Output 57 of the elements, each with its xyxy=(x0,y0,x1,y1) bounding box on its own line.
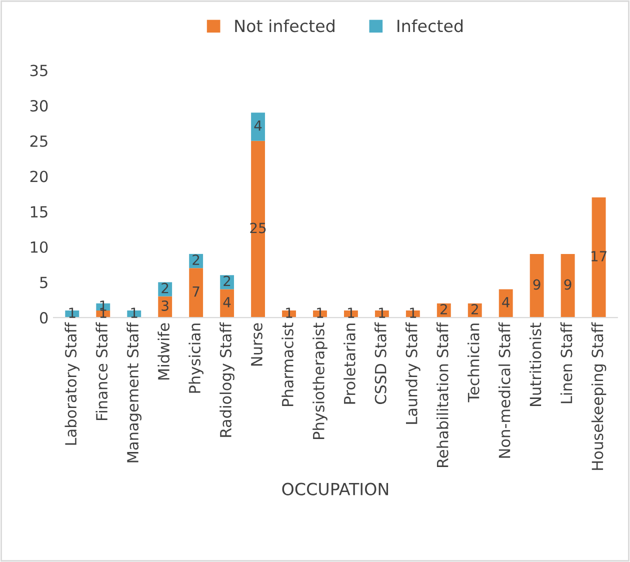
x-tick-label: Midwife xyxy=(158,323,170,380)
data-label: 2 xyxy=(192,254,200,265)
x-tick-label: Pharmacist xyxy=(282,322,294,406)
bar xyxy=(158,282,172,296)
data-label: 4 xyxy=(254,120,262,131)
data-label: 4 xyxy=(223,297,231,308)
data-label: 1 xyxy=(410,308,416,318)
data-label: 1 xyxy=(286,308,292,318)
data-label: 2 xyxy=(440,304,447,314)
bar xyxy=(251,112,265,141)
data-label: 1 xyxy=(69,308,76,318)
x-tick-label: Laundry Staff xyxy=(406,322,420,424)
legend-label: Not infected xyxy=(235,19,334,32)
x-axis-title: OCCUPATION xyxy=(282,482,388,496)
y-tick-label: 0 xyxy=(40,312,48,324)
y-tick-label: 5 xyxy=(40,276,48,288)
y-tick-label: 25 xyxy=(30,135,48,147)
bar xyxy=(220,289,234,318)
x-tick-label: Radiology Staff xyxy=(220,322,234,437)
data-label: 1 xyxy=(317,308,324,318)
y-tick-label: 20 xyxy=(30,170,48,182)
bar xyxy=(592,197,606,318)
x-tick-label: Linen Staff xyxy=(560,322,572,404)
x-tick-label: CSSD Staff xyxy=(374,322,386,404)
x-tick-label: Technician xyxy=(467,324,480,402)
y-tick-label: 15 xyxy=(30,206,48,218)
bar xyxy=(560,254,575,318)
bar xyxy=(189,268,204,318)
x-tick-label: Housekeeping Staff xyxy=(591,322,606,470)
data-label: 9 xyxy=(533,279,540,290)
data-label: 1 xyxy=(131,308,138,318)
legend-label: Infected xyxy=(398,19,463,32)
x-tick-label: Physiotherapist xyxy=(312,322,328,439)
bar xyxy=(498,289,513,318)
data-label: 4 xyxy=(502,297,510,308)
data-label: 7 xyxy=(192,286,200,297)
data-label: 2 xyxy=(162,282,168,294)
y-tick-label: 35 xyxy=(30,64,48,76)
bar xyxy=(251,140,265,318)
bar xyxy=(530,254,544,318)
x-tick-label: Nurse xyxy=(251,323,262,366)
x-tick-label: Rehabilitation Staff xyxy=(436,322,448,467)
y-tick-label: 30 xyxy=(30,100,48,112)
x-tick-label: Physician xyxy=(188,324,204,393)
x-tick-label: Laboratory Staff xyxy=(64,322,80,445)
data-label: 2 xyxy=(471,304,478,314)
data-label: 1 xyxy=(348,308,354,318)
data-label: 1 xyxy=(379,308,386,318)
data-label: 9 xyxy=(564,279,572,290)
x-tick-label: Non-medical Staff xyxy=(498,322,510,458)
x-tick-label: Nutritionist xyxy=(529,322,542,406)
x-tick-label: Management Staff xyxy=(126,322,142,462)
y-tick-label: 10 xyxy=(30,241,48,253)
data-label: 2 xyxy=(224,276,230,286)
data-label: 3 xyxy=(162,300,168,311)
x-tick-label: Proletarian xyxy=(344,324,356,404)
x-tick-label: Finance Staff xyxy=(96,322,108,420)
